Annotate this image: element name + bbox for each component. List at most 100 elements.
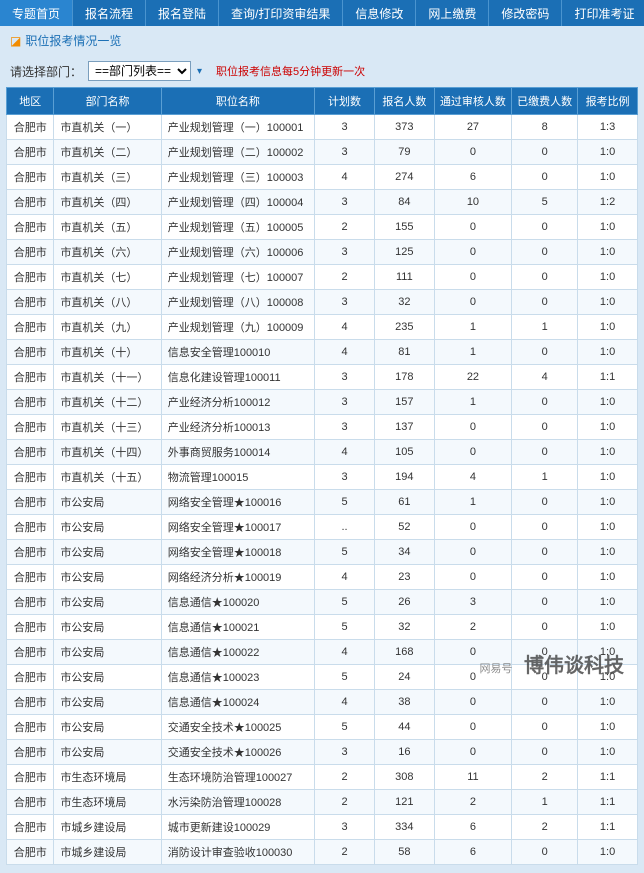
table-cell: 0: [434, 140, 511, 165]
watermark: 网易号 博伟谈科技: [479, 649, 624, 678]
table-cell: 市公安局: [54, 490, 161, 515]
table-row: 合肥市市直机关（十二）产业经济分析1000123157101:0: [7, 390, 638, 415]
table-header-cell: 职位名称: [161, 88, 314, 115]
table-cell: 0: [512, 740, 578, 765]
table-cell: 1:0: [578, 415, 638, 440]
table-cell: 3: [315, 415, 375, 440]
table-cell: 消防设计审查验收100030: [161, 840, 314, 865]
table-cell: 市公安局: [54, 590, 161, 615]
table-cell: 1:0: [578, 690, 638, 715]
table-cell: 1:1: [578, 365, 638, 390]
table-cell: 125: [374, 240, 434, 265]
table-cell: 178: [374, 365, 434, 390]
table-cell: 1:0: [578, 840, 638, 865]
table-cell: 1:0: [578, 740, 638, 765]
table-cell: 3: [315, 190, 375, 215]
table-row: 合肥市市直机关（十一）信息化建设管理10001131782241:1: [7, 365, 638, 390]
table-cell: 1:0: [578, 565, 638, 590]
table-row: 合肥市市公安局交通安全技术★100025544001:0: [7, 715, 638, 740]
table-cell: 城市更新建设100029: [161, 815, 314, 840]
table-cell: 合肥市: [7, 165, 54, 190]
table-header-row: 地区部门名称职位名称计划数报名人数通过审核人数已缴费人数报考比例: [7, 88, 638, 115]
table-cell: 1:0: [578, 140, 638, 165]
table-cell: 4: [315, 640, 375, 665]
table-cell: 合肥市: [7, 240, 54, 265]
table-cell: 1:0: [578, 540, 638, 565]
table-cell: 3: [434, 590, 511, 615]
table-cell: 0: [512, 415, 578, 440]
table-cell: 3: [315, 240, 375, 265]
table-cell: 5: [315, 715, 375, 740]
table-cell: 334: [374, 815, 434, 840]
table-cell: 市直机关（十四）: [54, 440, 161, 465]
table-cell: 产业经济分析100012: [161, 390, 314, 415]
table-cell: 32: [374, 290, 434, 315]
table-cell: 8: [512, 115, 578, 140]
menu-item[interactable]: 打印准考证: [562, 0, 644, 26]
table-cell: 5: [512, 190, 578, 215]
table-row: 合肥市市公安局网络安全管理★100018534001:0: [7, 540, 638, 565]
menu-item[interactable]: 查询/打印资审结果: [219, 0, 343, 26]
table-cell: 合肥市: [7, 590, 54, 615]
table-cell: 0: [434, 715, 511, 740]
department-select[interactable]: ==部门列表==: [88, 61, 191, 81]
table-cell: 合肥市: [7, 190, 54, 215]
table-row: 合肥市市直机关（十五）物流管理1000153194411:0: [7, 465, 638, 490]
table-cell: 4: [315, 690, 375, 715]
table-cell: 32: [374, 615, 434, 640]
menu-item[interactable]: 报名流程: [73, 0, 146, 26]
table-cell: 0: [512, 490, 578, 515]
table-cell: 79: [374, 140, 434, 165]
table-cell: 4: [315, 315, 375, 340]
table-cell: 0: [512, 165, 578, 190]
table-cell: 2: [315, 765, 375, 790]
table-cell: 合肥市: [7, 265, 54, 290]
table-cell: 合肥市: [7, 815, 54, 840]
table-cell: 3: [315, 365, 375, 390]
table-header-cell: 通过审核人数: [434, 88, 511, 115]
table-row: 合肥市市公安局信息通信★100020526301:0: [7, 590, 638, 615]
table-cell: 0: [434, 690, 511, 715]
dropdown-icon[interactable]: ▾: [197, 66, 202, 77]
menu-item[interactable]: 信息修改: [343, 0, 416, 26]
table-cell: 3: [315, 815, 375, 840]
table-row: 合肥市市直机关（八）产业规划管理（八）100008332001:0: [7, 290, 638, 315]
table-cell: 1:0: [578, 265, 638, 290]
table-cell: 生态环境防治管理100027: [161, 765, 314, 790]
table-cell: 产业规划管理（七）100007: [161, 265, 314, 290]
table-cell: 市直机关（十三）: [54, 415, 161, 440]
table-cell: 26: [374, 590, 434, 615]
table-body: 合肥市市直机关（一）产业规划管理（一）10000133732781:3合肥市市直…: [7, 115, 638, 865]
table-cell: 1:0: [578, 340, 638, 365]
table-header-cell: 报考比例: [578, 88, 638, 115]
menu-item[interactable]: 专题首页: [0, 0, 73, 26]
table-cell: 市城乡建设局: [54, 815, 161, 840]
table-cell: 交通安全技术★100026: [161, 740, 314, 765]
table-cell: 4: [434, 465, 511, 490]
table-row: 合肥市市公安局信息通信★100021532201:0: [7, 615, 638, 640]
table-row: 合肥市市直机关（十）信息安全管理100010481101:0: [7, 340, 638, 365]
table-cell: 4: [315, 440, 375, 465]
table-cell: 1:0: [578, 515, 638, 540]
table-cell: 5: [315, 540, 375, 565]
table-cell: 1:0: [578, 465, 638, 490]
table-cell: 市直机关（十）: [54, 340, 161, 365]
table-row: 合肥市市直机关（九）产业规划管理（九）1000094235111:0: [7, 315, 638, 340]
table-cell: 0: [434, 415, 511, 440]
table-cell: 合肥市: [7, 215, 54, 240]
table-cell: 0: [512, 715, 578, 740]
table-row: 合肥市市公安局信息通信★100024438001:0: [7, 690, 638, 715]
table-cell: 外事商贸服务100014: [161, 440, 314, 465]
refresh-note: 职位报考信息每5分钟更新一次: [216, 63, 365, 79]
table-cell: 合肥市: [7, 415, 54, 440]
menu-item[interactable]: 报名登陆: [146, 0, 219, 26]
table-cell: 产业经济分析100013: [161, 415, 314, 440]
table-cell: 1:0: [578, 440, 638, 465]
menu-item[interactable]: 修改密码: [489, 0, 562, 26]
page-title: 职位报考情况一览: [25, 32, 121, 49]
table-cell: 4: [512, 365, 578, 390]
menu-item[interactable]: 网上缴费: [416, 0, 489, 26]
table-cell: 5: [315, 590, 375, 615]
table-cell: 16: [374, 740, 434, 765]
table-row: 合肥市市直机关（十三）产业经济分析1000133137001:0: [7, 415, 638, 440]
